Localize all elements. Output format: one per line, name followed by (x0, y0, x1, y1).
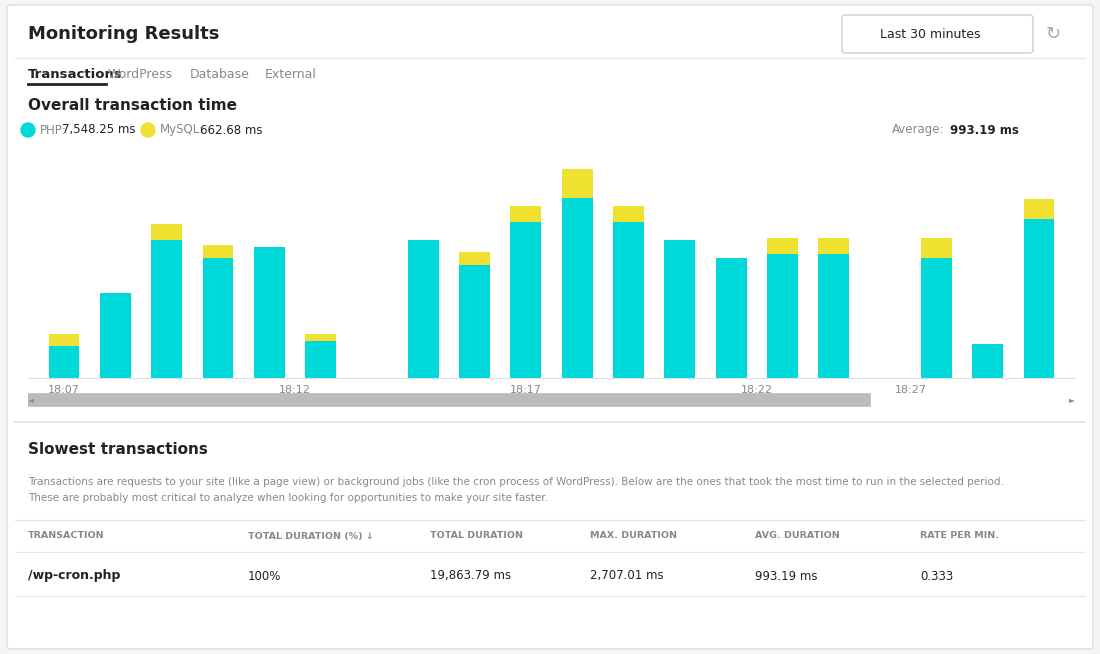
Text: Average:: Average: (892, 124, 945, 137)
Text: These are probably most critical to analyze when looking for opportunities to ma: These are probably most critical to anal… (28, 493, 548, 503)
Bar (202, 245, 233, 258)
Text: ►: ► (1069, 396, 1075, 405)
Bar (254, 247, 285, 378)
Text: PHP:: PHP: (40, 124, 67, 137)
Text: 662.68 ms: 662.68 ms (200, 124, 263, 137)
Text: MySQL:: MySQL: (160, 124, 205, 137)
Text: 0.333: 0.333 (920, 570, 954, 583)
Bar (613, 222, 644, 378)
Text: Monitoring Results: Monitoring Results (28, 25, 219, 43)
Text: TOTAL DURATION (%) ↓: TOTAL DURATION (%) ↓ (248, 532, 374, 540)
Text: ◄: ◄ (28, 396, 34, 405)
Bar (202, 258, 233, 378)
Bar (921, 258, 952, 378)
Bar (459, 252, 490, 265)
Bar (664, 240, 695, 378)
Text: External: External (265, 69, 317, 82)
Bar (48, 346, 79, 378)
Bar (459, 265, 490, 378)
Text: AVG. DURATION: AVG. DURATION (755, 532, 839, 540)
Bar (1024, 199, 1055, 219)
Bar (716, 258, 747, 378)
Bar (151, 224, 182, 240)
Bar (151, 240, 182, 378)
Text: Last 30 minutes: Last 30 minutes (880, 27, 980, 41)
Text: RATE PER MIN.: RATE PER MIN. (920, 532, 999, 540)
Bar (921, 238, 952, 258)
Bar (767, 238, 798, 254)
Bar (100, 293, 131, 378)
Bar (818, 254, 849, 378)
Bar (562, 169, 593, 198)
Text: 100%: 100% (248, 570, 282, 583)
Bar (408, 240, 439, 378)
Bar (48, 334, 79, 346)
Bar (562, 198, 593, 378)
Bar (510, 222, 541, 378)
Bar (1024, 219, 1055, 378)
Text: MAX. DURATION: MAX. DURATION (590, 532, 676, 540)
Circle shape (21, 123, 35, 137)
Bar (818, 238, 849, 254)
Text: 2,707.01 ms: 2,707.01 ms (590, 570, 663, 583)
Text: Transactions are requests to your site (like a page view) or background jobs (li: Transactions are requests to your site (… (28, 477, 1004, 487)
Circle shape (141, 123, 155, 137)
Text: Overall transaction time: Overall transaction time (28, 97, 236, 112)
Text: Transactions: Transactions (28, 69, 123, 82)
Text: /wp-cron.php: /wp-cron.php (28, 570, 120, 583)
Text: ↻: ↻ (1045, 25, 1060, 43)
Text: 993.19 ms: 993.19 ms (950, 124, 1019, 137)
Text: Database: Database (190, 69, 250, 82)
Bar (305, 334, 336, 341)
Text: 993.19 ms: 993.19 ms (755, 570, 817, 583)
FancyBboxPatch shape (23, 393, 871, 407)
Bar (305, 341, 336, 378)
Text: 19,863.79 ms: 19,863.79 ms (430, 570, 512, 583)
FancyBboxPatch shape (842, 15, 1033, 53)
Text: WordPress: WordPress (108, 69, 173, 82)
Bar (972, 345, 1003, 378)
Text: TOTAL DURATION: TOTAL DURATION (430, 532, 522, 540)
Bar (767, 254, 798, 378)
Text: TRANSACTION: TRANSACTION (28, 532, 105, 540)
Text: 7,548.25 ms: 7,548.25 ms (62, 124, 135, 137)
Text: Slowest transactions: Slowest transactions (28, 443, 208, 458)
Bar (613, 207, 644, 222)
Bar (510, 207, 541, 222)
FancyBboxPatch shape (7, 5, 1093, 649)
